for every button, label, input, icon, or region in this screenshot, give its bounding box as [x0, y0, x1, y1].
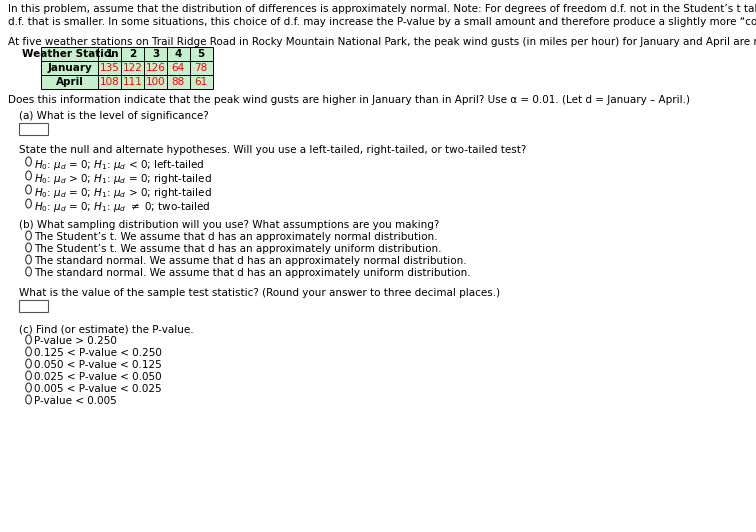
- Text: 64: 64: [172, 63, 185, 73]
- Bar: [42, 47, 98, 61]
- Text: P-value > 0.250: P-value > 0.250: [34, 336, 117, 346]
- Text: 0.025 < P-value < 0.050: 0.025 < P-value < 0.050: [34, 372, 162, 382]
- Bar: [19, 123, 48, 135]
- Bar: [121, 75, 144, 89]
- Text: In this problem, assume that the distribution of differences is approximately no: In this problem, assume that the distrib…: [8, 4, 756, 14]
- Bar: [190, 47, 212, 61]
- Bar: [167, 75, 190, 89]
- FancyBboxPatch shape: [98, 75, 121, 89]
- FancyBboxPatch shape: [190, 75, 212, 89]
- Text: (b) What sampling distribution will you use? What assumptions are you making?: (b) What sampling distribution will you …: [19, 220, 439, 230]
- Text: 2: 2: [129, 49, 136, 59]
- FancyBboxPatch shape: [98, 61, 121, 75]
- Text: 0.005 < P-value < 0.025: 0.005 < P-value < 0.025: [34, 384, 162, 394]
- Text: 3: 3: [152, 49, 159, 59]
- Text: d.f. that is smaller. In some situations, this choice of d.f. may increase the P: d.f. that is smaller. In some situations…: [8, 17, 756, 27]
- Text: (a) What is the level of significance?: (a) What is the level of significance?: [19, 111, 209, 121]
- Text: $H_0$: $\mu_d$ = 0; $H_1$: $\mu_d$ > 0; right-tailed: $H_0$: $\mu_d$ = 0; $H_1$: $\mu_d$ > 0; …: [34, 186, 212, 200]
- Text: Weather Station: Weather Station: [22, 49, 118, 59]
- Text: Does this information indicate that the peak wind gusts are higher in January th: Does this information indicate that the …: [8, 95, 689, 105]
- FancyBboxPatch shape: [190, 61, 212, 75]
- Bar: [42, 61, 98, 75]
- Text: April: April: [56, 77, 84, 87]
- FancyBboxPatch shape: [121, 61, 144, 75]
- FancyBboxPatch shape: [144, 61, 167, 75]
- Text: 61: 61: [194, 77, 208, 87]
- Text: State the null and alternate hypotheses. Will you use a left-tailed, right-taile: State the null and alternate hypotheses.…: [19, 145, 526, 155]
- Text: (c) Find (or estimate) the P-value.: (c) Find (or estimate) the P-value.: [19, 324, 194, 334]
- FancyBboxPatch shape: [42, 47, 98, 61]
- Text: $H_0$: $\mu_d$ > 0; $H_1$: $\mu_d$ = 0; right-tailed: $H_0$: $\mu_d$ > 0; $H_1$: $\mu_d$ = 0; …: [34, 172, 212, 186]
- Text: 122: 122: [122, 63, 143, 73]
- FancyBboxPatch shape: [167, 61, 190, 75]
- Text: 4: 4: [175, 49, 182, 59]
- Text: 1: 1: [106, 49, 113, 59]
- Text: 108: 108: [100, 77, 119, 87]
- Bar: [19, 300, 48, 312]
- Bar: [98, 75, 121, 89]
- Text: $H_0$: $\mu_d$ = 0; $H_1$: $\mu_d$ < 0; left-tailed: $H_0$: $\mu_d$ = 0; $H_1$: $\mu_d$ < 0; …: [34, 158, 205, 172]
- Bar: [144, 61, 167, 75]
- FancyBboxPatch shape: [190, 47, 212, 61]
- Bar: [190, 61, 212, 75]
- Text: 0.125 < P-value < 0.250: 0.125 < P-value < 0.250: [34, 348, 162, 358]
- Bar: [167, 61, 190, 75]
- FancyBboxPatch shape: [121, 47, 144, 61]
- Text: 100: 100: [146, 77, 166, 87]
- FancyBboxPatch shape: [42, 61, 98, 75]
- Bar: [190, 75, 212, 89]
- Text: 135: 135: [100, 63, 119, 73]
- Text: The Student’s t. We assume that d has an approximately normal distribution.: The Student’s t. We assume that d has an…: [34, 232, 438, 242]
- Bar: [144, 47, 167, 61]
- Text: The Student’s t. We assume that d has an approximately uniform distribution.: The Student’s t. We assume that d has an…: [34, 244, 442, 254]
- Text: The standard normal. We assume that d has an approximately normal distribution.: The standard normal. We assume that d ha…: [34, 256, 467, 266]
- FancyBboxPatch shape: [144, 47, 167, 61]
- Text: 5: 5: [197, 49, 205, 59]
- FancyBboxPatch shape: [144, 75, 167, 89]
- Text: The standard normal. We assume that d has an approximately uniform distribution.: The standard normal. We assume that d ha…: [34, 268, 471, 278]
- Text: At five weather stations on Trail Ridge Road in Rocky Mountain National Park, th: At five weather stations on Trail Ridge …: [8, 37, 756, 47]
- Bar: [121, 61, 144, 75]
- Text: January: January: [48, 63, 92, 73]
- Text: 126: 126: [145, 63, 166, 73]
- FancyBboxPatch shape: [98, 47, 121, 61]
- Text: 88: 88: [172, 77, 185, 87]
- Text: 0.050 < P-value < 0.125: 0.050 < P-value < 0.125: [34, 360, 162, 370]
- Bar: [42, 75, 98, 89]
- FancyBboxPatch shape: [42, 75, 98, 89]
- FancyBboxPatch shape: [167, 47, 190, 61]
- Text: 111: 111: [122, 77, 143, 87]
- Text: P-value < 0.005: P-value < 0.005: [34, 396, 117, 406]
- Bar: [98, 47, 121, 61]
- FancyBboxPatch shape: [167, 75, 190, 89]
- Text: 78: 78: [194, 63, 208, 73]
- Text: What is the value of the sample test statistic? (Round your answer to three deci: What is the value of the sample test sta…: [19, 288, 500, 298]
- Bar: [121, 47, 144, 61]
- Bar: [144, 75, 167, 89]
- Bar: [167, 47, 190, 61]
- FancyBboxPatch shape: [121, 75, 144, 89]
- Bar: [98, 61, 121, 75]
- Text: $H_0$: $\mu_d$ = 0; $H_1$: $\mu_d$ $\neq$ 0; two-tailed: $H_0$: $\mu_d$ = 0; $H_1$: $\mu_d$ $\neq…: [34, 200, 211, 214]
